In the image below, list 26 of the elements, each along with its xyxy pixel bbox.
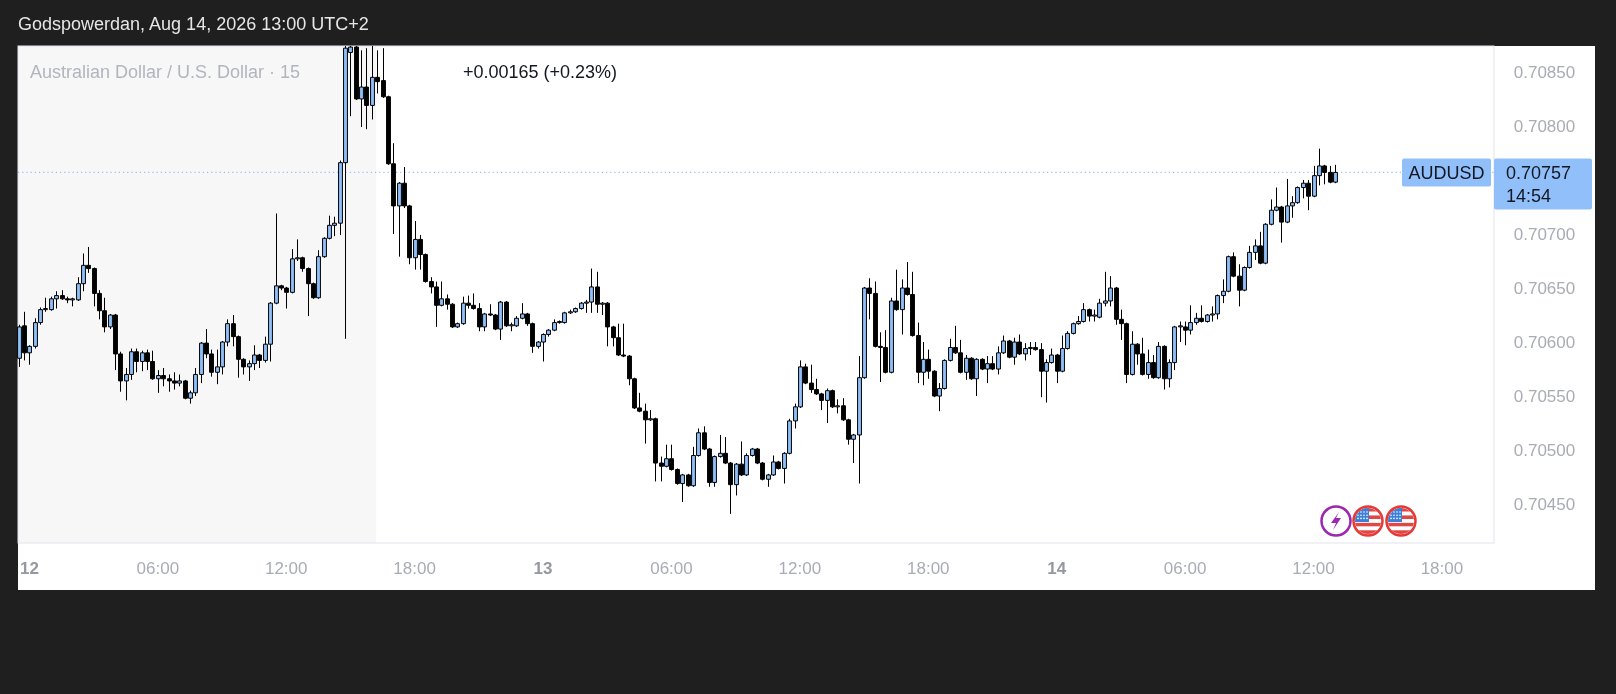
x-tick-label: 18:00 bbox=[393, 558, 436, 578]
y-tick-label: 0.70600 bbox=[1513, 332, 1576, 352]
x-tick-label: 06:00 bbox=[650, 558, 693, 578]
text: +0.00165 (+0.23%) bbox=[463, 62, 618, 82]
ref-line-label: 0.70757 bbox=[1506, 162, 1572, 183]
x-tick-label: 06:00 bbox=[136, 558, 180, 578]
x-tick-label: 13 bbox=[533, 558, 553, 578]
text: 14:54 bbox=[1506, 185, 1552, 206]
y-tick-label: 0.70650 bbox=[1513, 278, 1576, 298]
text: Australian Dollar / U.S. Dollar · 15 bbox=[30, 62, 301, 82]
x-tick-label: 12 bbox=[19, 558, 39, 578]
x-tick-label: 18:00 bbox=[907, 558, 950, 578]
x-tick-label: 06:00 bbox=[1163, 558, 1207, 578]
x-tick-label: 14 bbox=[1047, 558, 1067, 578]
annotation: AUDUSD bbox=[1408, 162, 1485, 183]
y-tick-label: 0.70500 bbox=[1513, 441, 1576, 461]
x-tick-label: 12:00 bbox=[264, 558, 308, 578]
y-tick-label: 0.70450 bbox=[1513, 495, 1576, 515]
text: Godspowerdan, Aug 14, 2026 13:00 UTC+2 bbox=[18, 14, 369, 34]
y-tick-label: 0.70850 bbox=[1513, 62, 1576, 82]
y-tick-label: 0.70700 bbox=[1513, 224, 1576, 244]
x-tick-label: 12:00 bbox=[778, 558, 822, 578]
x-tick-label: 18:00 bbox=[1420, 558, 1464, 578]
x-tick-label: 12:00 bbox=[1292, 558, 1335, 578]
y-tick-label: 0.70800 bbox=[1513, 116, 1576, 136]
y-tick-label: 0.70550 bbox=[1513, 387, 1576, 407]
